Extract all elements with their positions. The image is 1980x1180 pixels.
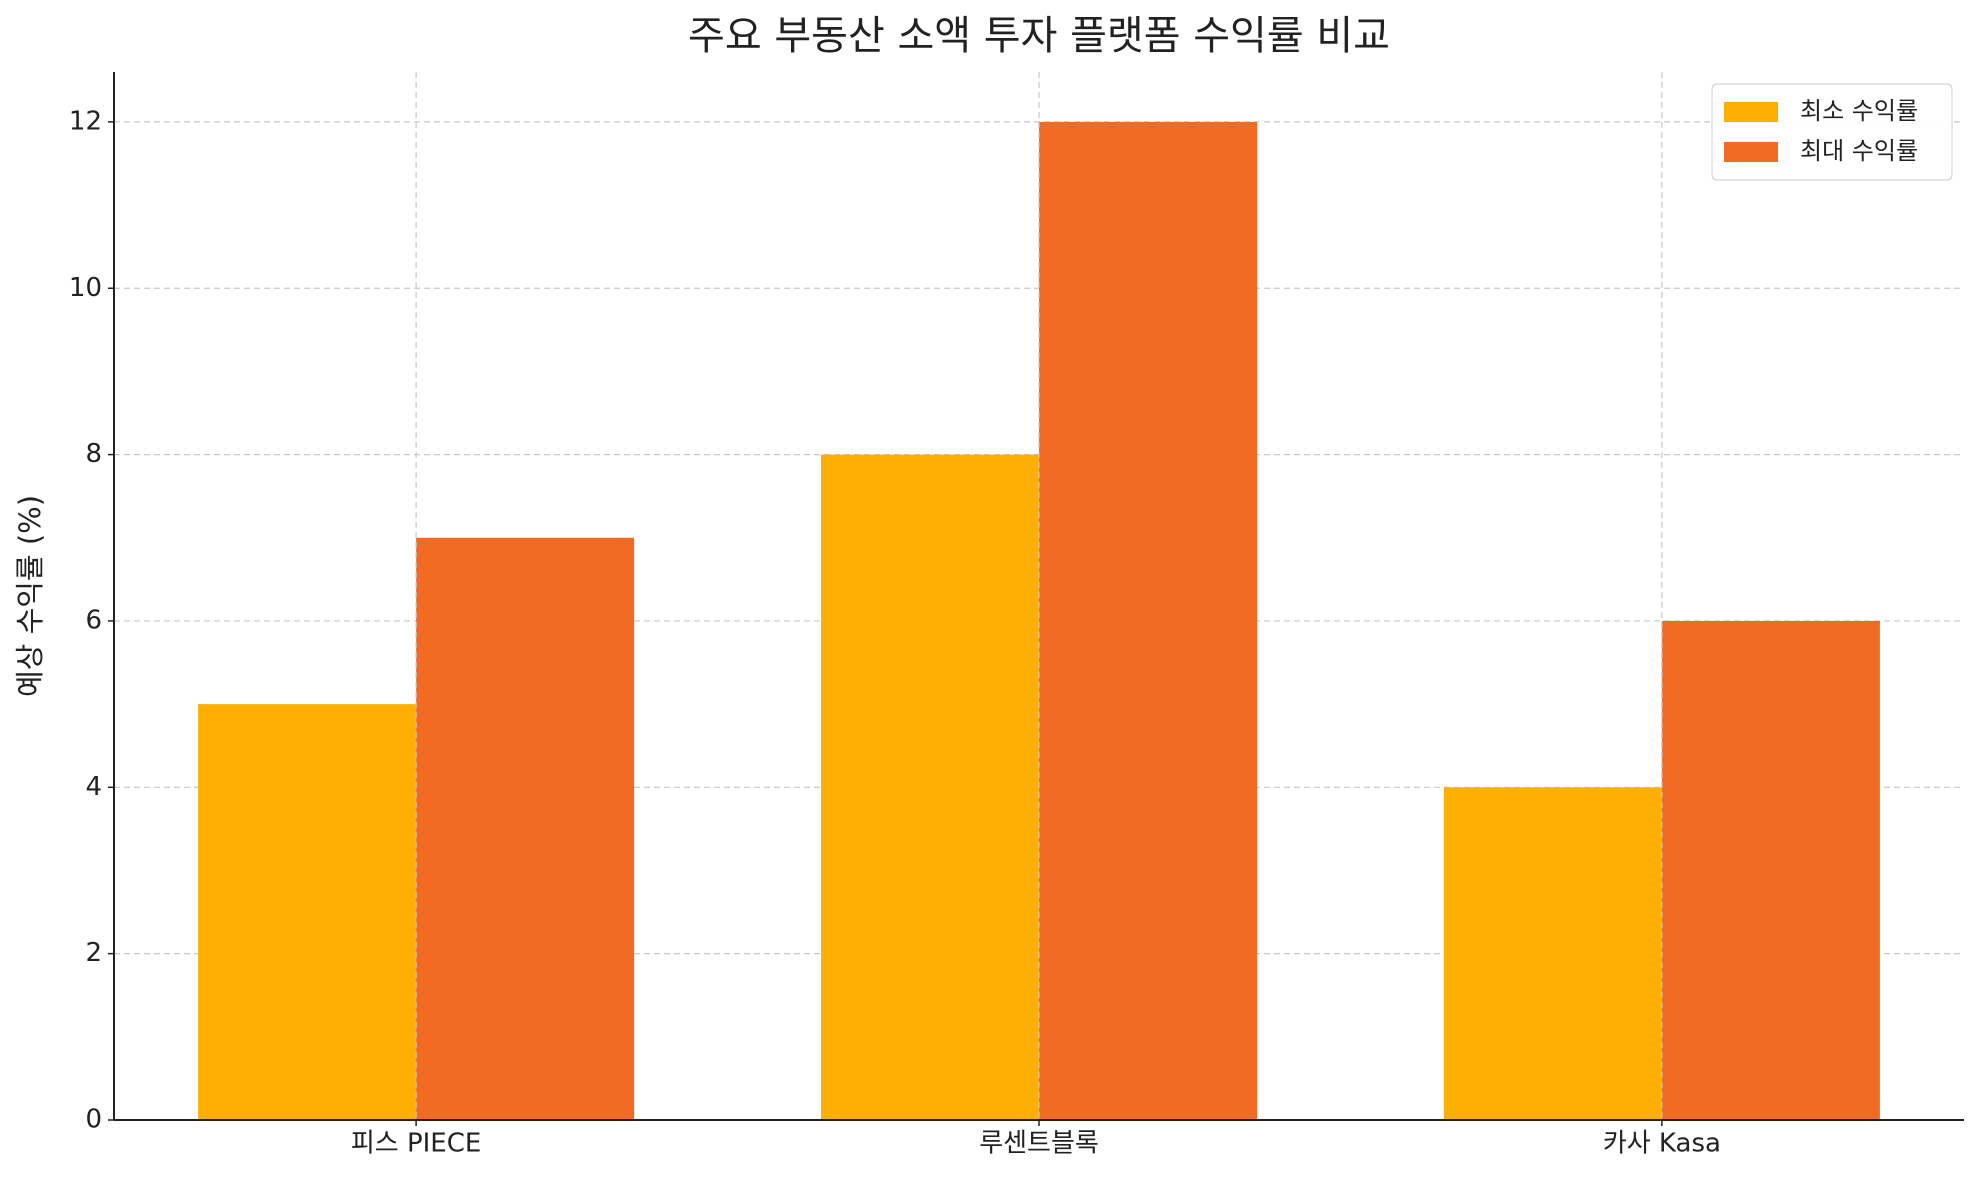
chart-title: 주요 부동산 소액 투자 플랫폼 수익률 비교 (688, 13, 1390, 59)
y-tick-label: 8 (85, 439, 102, 469)
y-tick-label: 10 (69, 273, 102, 303)
x-tick-label: 루센트블록 (979, 1129, 1099, 1159)
legend-swatch (1724, 102, 1778, 122)
bar (1039, 121, 1258, 1120)
y-tick-label: 6 (85, 605, 102, 635)
legend-label: 최소 수익률 (1800, 97, 1918, 125)
x-tick-label: 피스 PIECE (351, 1129, 481, 1159)
bar (1443, 787, 1662, 1120)
y-tick-label: 2 (85, 938, 102, 968)
legend-swatch (1724, 142, 1778, 162)
y-tick-label: 12 (69, 106, 102, 136)
x-tick-label: 카사 Kasa (1603, 1129, 1721, 1159)
bar (820, 454, 1039, 1121)
legend-label: 최대 수익률 (1800, 137, 1918, 165)
bar (198, 704, 417, 1120)
y-tick-label: 0 (85, 1105, 102, 1135)
y-axis-label: 예상 수익률 (%) (13, 495, 47, 697)
bar (416, 537, 635, 1120)
y-tick-label: 4 (85, 772, 102, 802)
bar (1661, 620, 1880, 1120)
